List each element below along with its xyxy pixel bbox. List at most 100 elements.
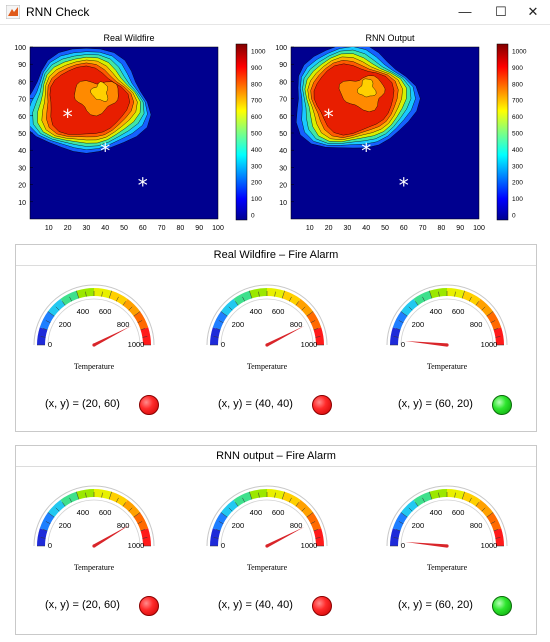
gauge-tick-label: 400 [250, 508, 263, 517]
temperature-gauge: 0 200 400 600 800 1000 [206, 284, 328, 349]
colorbar-tick-label: 300 [251, 163, 262, 170]
gauge-label: Temperature [426, 563, 468, 572]
sensor-coordinate-label: (x, y) = (20, 60) [45, 599, 120, 611]
x-tick-label: 70 [419, 225, 427, 232]
x-tick-label: 10 [45, 225, 53, 232]
y-tick-label: 100 [275, 45, 287, 52]
gauge-tick-label: 0 [401, 541, 405, 550]
colorbar-tick-label: 700 [251, 98, 262, 105]
gauge-label: Temperature [73, 563, 115, 572]
y-tick-label: 100 [14, 45, 26, 52]
figure-content: Real Wildfire * * * 100 90 80 70 60 50 40 30 20 10 10… [0, 25, 550, 642]
gauge-tick-label: 400 [430, 307, 443, 316]
colorbar-tick-label: 0 [251, 213, 255, 220]
gauge-outer-ring [386, 284, 508, 346]
x-tick-label: 90 [195, 225, 203, 232]
x-tick-label: 70 [158, 225, 166, 232]
colorbar [235, 43, 248, 221]
y-tick-label: 20 [18, 183, 26, 190]
contour-hotspot [90, 81, 109, 102]
gauge-tick-label: 600 [99, 508, 112, 517]
gauge-tick-label: 200 [59, 320, 72, 329]
gauge-tick-label: 400 [77, 508, 90, 517]
temperature-gauge: 0 200 400 600 800 1000 [386, 284, 508, 349]
gauge-label: Temperature [246, 362, 288, 371]
y-tick-label: 90 [18, 62, 26, 69]
y-tick-label: 30 [18, 165, 26, 172]
y-tick-label: 50 [279, 131, 287, 138]
colorbar-tick-label: 200 [251, 180, 262, 187]
gauge-needle [266, 526, 305, 548]
colorbar-tick-label: 200 [512, 180, 523, 187]
colorbar-tick-label: 100 [251, 196, 262, 203]
y-tick-label: 70 [18, 97, 26, 104]
x-tick-label: 20 [325, 225, 333, 232]
gauge-tick-label: 800 [470, 320, 483, 329]
gauge-tick-label: 200 [412, 320, 425, 329]
colorbar-tick-label: 400 [512, 147, 523, 154]
gauge-tick-label: 1000 [128, 541, 145, 550]
x-tick-label: 80 [177, 225, 185, 232]
x-tick-label: 100 [473, 225, 485, 232]
gauge-tick-label: 0 [221, 340, 225, 349]
gauge-tick-label: 0 [401, 340, 405, 349]
x-tick-label: 40 [101, 225, 109, 232]
gauge-tick-label: 400 [430, 508, 443, 517]
real-wildfire-contour-plot[interactable]: * * * 100 90 80 70 60 50 40 30 20 10 10 20 30 40 50 60 70 80… [0, 41, 275, 243]
gauge-tick-label: 600 [452, 307, 465, 316]
gauge-tick-label: 0 [221, 541, 225, 550]
x-tick-label: 30 [83, 225, 91, 232]
gauge-tick-label: 1000 [301, 541, 318, 550]
temperature-gauge: 0 200 400 600 800 1000 [33, 485, 155, 550]
gauge-tick-label: 400 [77, 307, 90, 316]
gauge-tick-label: 200 [412, 521, 425, 530]
minimize-button[interactable]: — [458, 4, 472, 19]
plot-title-rnn: RNN Output [365, 33, 415, 43]
y-tick-label: 20 [279, 183, 287, 190]
gauge-tick-label: 200 [59, 521, 72, 530]
rnn-output-contour-plot[interactable]: * * * 100 90 80 70 60 50 40 30 20 10 10 20 30 40 50 60 70 80… [261, 41, 550, 243]
sensor-marker: * [361, 139, 371, 163]
y-tick-label: 10 [18, 200, 26, 207]
y-tick-label: 80 [279, 79, 287, 86]
gauge-tick-label: 1000 [481, 541, 498, 550]
sensor-coordinate-label: (x, y) = (60, 20) [398, 599, 473, 611]
alarm-lamp-red [312, 596, 332, 616]
gauge-tick-label: 1000 [128, 340, 145, 349]
gauge-tick-label: 600 [272, 307, 285, 316]
gauge-tick-label: 600 [99, 307, 112, 316]
x-tick-label: 100 [212, 225, 224, 232]
gauge-needle [405, 341, 448, 347]
colorbar-tick-label: 800 [512, 81, 523, 88]
maximize-button[interactable]: ☐ [495, 4, 507, 19]
gauge-outer-ring [206, 485, 328, 547]
x-tick-label: 60 [139, 225, 147, 232]
gauge-tick-label: 800 [117, 521, 130, 530]
x-tick-label: 10 [306, 225, 314, 232]
gauge-tick-label: 800 [470, 521, 483, 530]
x-tick-label: 60 [400, 225, 408, 232]
temperature-gauge: 0 200 400 600 800 1000 [386, 485, 508, 550]
gauge-tick-label: 1000 [481, 340, 498, 349]
alarm-lamp-green [492, 596, 512, 616]
colorbar-tick-label: 900 [251, 65, 262, 72]
temperature-gauge: 0 200 400 600 800 1000 [206, 485, 328, 550]
gauge-outer-ring [386, 485, 508, 547]
gauge-label: Temperature [73, 362, 115, 371]
x-tick-label: 40 [362, 225, 370, 232]
colorbar-tick-label: 100 [512, 196, 523, 203]
colorbar-tick-label: 0 [512, 213, 516, 220]
gauge-needle [93, 325, 132, 347]
sensor-coordinate-label: (x, y) = (20, 60) [45, 398, 120, 410]
gauge-outer-ring [206, 284, 328, 346]
y-tick-label: 70 [279, 97, 287, 104]
gauge-tick-label: 400 [250, 307, 263, 316]
y-tick-label: 60 [279, 114, 287, 121]
plot-title-real: Real Wildfire [103, 33, 155, 43]
close-button[interactable]: ✕ [527, 4, 539, 19]
sensor-coordinate-label: (x, y) = (40, 40) [218, 398, 293, 410]
colorbar-tick-label: 500 [251, 131, 262, 138]
gauge-tick-label: 600 [272, 508, 285, 517]
alarm-lamp-red [312, 395, 332, 415]
panel-title-rnn: RNN output – Fire Alarm [16, 446, 536, 467]
